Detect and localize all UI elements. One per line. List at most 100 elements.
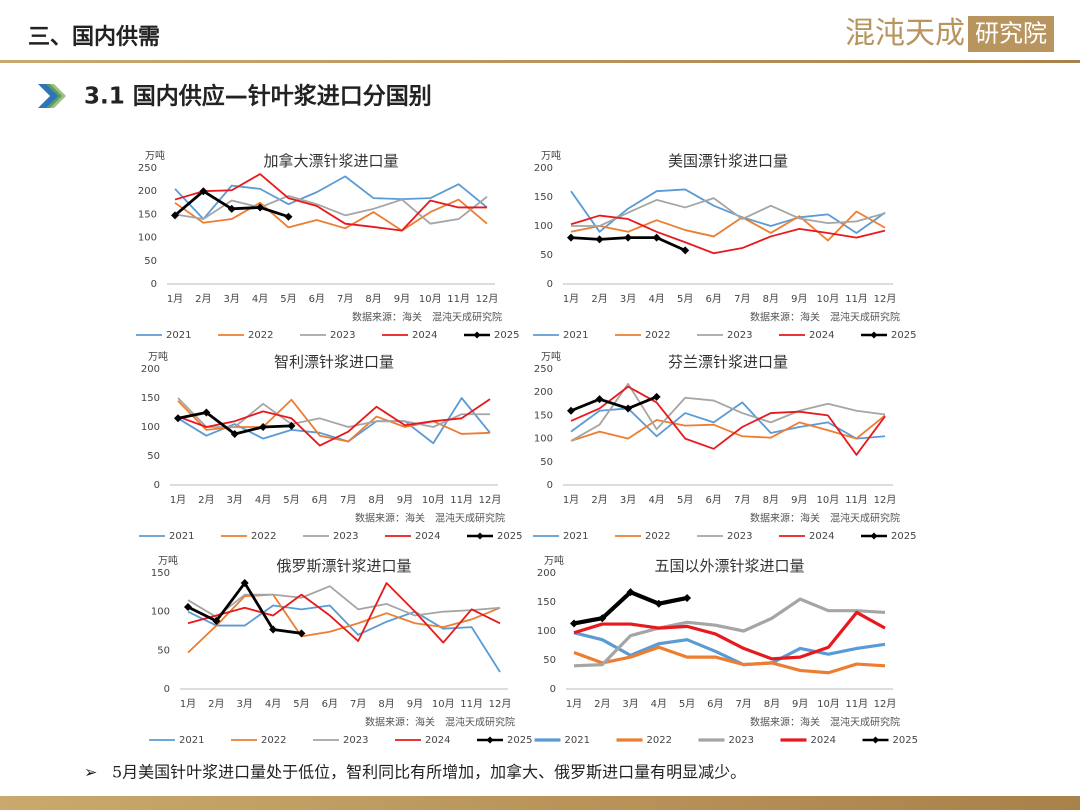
x-tick-label: 7月	[734, 293, 750, 305]
x-tick-label: 7月	[340, 494, 356, 506]
slide-subtitle: 3.1 国内供应—针叶浆进口分国别	[84, 83, 432, 110]
y-tick-label: 200	[537, 568, 556, 579]
x-tick-label: 6月	[322, 698, 338, 710]
series-line	[187, 585, 501, 618]
point-marker	[297, 629, 306, 638]
source-note: 数据来源：海关 混沌天成研究院	[365, 716, 515, 729]
y-unit: 万吨	[158, 554, 178, 567]
legend-marker	[476, 532, 484, 540]
series-line	[570, 188, 886, 234]
legend-label: 2021	[179, 735, 204, 746]
source-note: 数据来源：海关 混沌天成研究院	[352, 311, 502, 324]
y-tick-label: 50	[540, 250, 553, 261]
point-marker	[567, 233, 575, 242]
y-tick-label: 100	[534, 221, 553, 232]
x-tick-label: 8月	[763, 293, 779, 305]
series-line	[570, 401, 886, 440]
y-tick-label: 150	[537, 597, 556, 608]
section-title: 三、国内供需	[28, 24, 160, 50]
legend-marker	[486, 736, 494, 744]
x-tick-label: 4月	[265, 698, 281, 710]
series-line	[187, 582, 501, 644]
point-marker	[570, 619, 578, 628]
y-unit: 万吨	[544, 554, 564, 567]
point-marker	[654, 599, 663, 608]
legend-label: 2025	[891, 531, 916, 542]
chart-title: 智利漂针浆进口量	[274, 353, 394, 371]
point-marker	[256, 203, 265, 212]
legend-label: 2021	[563, 531, 588, 542]
legend-label: 2024	[811, 735, 836, 746]
x-tick-label: 6月	[706, 293, 722, 305]
x-tick-label: 6月	[312, 494, 328, 506]
y-tick-label: 250	[138, 163, 157, 174]
x-tick-label: 7月	[735, 698, 751, 710]
point-marker	[269, 625, 278, 634]
x-tick-label: 8月	[368, 494, 384, 506]
series-line	[573, 597, 886, 668]
legend-label: 2023	[333, 531, 358, 542]
y-tick-label: 200	[138, 186, 157, 197]
x-tick-label: 10月	[817, 494, 840, 506]
x-tick-label: 3月	[620, 293, 636, 305]
x-tick-label: 8月	[365, 293, 381, 305]
x-tick-label: 9月	[397, 494, 413, 506]
legend-marker	[870, 331, 878, 339]
point-marker	[174, 414, 182, 423]
x-tick-label: 7月	[350, 698, 366, 710]
x-tick-label: 5月	[677, 293, 693, 305]
legend-label: 2025	[494, 330, 519, 341]
series-line	[174, 198, 488, 232]
y-tick-label: 0	[154, 480, 160, 491]
y-tick-label: 100	[138, 233, 157, 244]
series-line	[177, 397, 490, 428]
point-marker	[598, 614, 607, 623]
x-tick-label: 2月	[198, 494, 214, 506]
y-tick-label: 150	[151, 568, 170, 579]
series-line	[570, 414, 886, 442]
chart-title: 俄罗斯漂针浆进口量	[276, 557, 411, 575]
x-tick-label: 4月	[648, 494, 664, 506]
legend-label: 2024	[809, 330, 834, 341]
x-tick-label: 5月	[679, 698, 695, 710]
point-marker	[287, 421, 296, 430]
y-tick-label: 0	[547, 279, 553, 290]
y-unit: 万吨	[541, 350, 561, 363]
x-tick-label: 9月	[791, 293, 807, 305]
legend-marker	[473, 331, 481, 339]
x-tick-label: 11月	[460, 698, 483, 710]
x-tick-label: 1月	[566, 698, 582, 710]
legend-label: 2025	[891, 330, 916, 341]
series-line	[570, 214, 886, 255]
series-line	[177, 398, 491, 447]
y-tick-label: 150	[138, 209, 157, 220]
x-tick-label: 3月	[620, 494, 636, 506]
series-line	[573, 631, 886, 667]
y-tick-label: 50	[543, 655, 556, 666]
legend-label: 2023	[727, 330, 752, 341]
legend-label: 2023	[330, 330, 355, 341]
x-tick-label: 2月	[591, 494, 607, 506]
legend-label: 2021	[565, 735, 590, 746]
x-tick-label: 11月	[845, 698, 868, 710]
point-marker	[184, 603, 192, 612]
x-tick-label: 10月	[817, 293, 840, 305]
x-tick-label: 9月	[407, 698, 423, 710]
y-tick-label: 50	[144, 256, 157, 267]
y-tick-label: 100	[534, 434, 553, 445]
y-tick-label: 50	[157, 645, 170, 656]
series-line	[570, 385, 886, 456]
point-marker	[626, 588, 635, 597]
x-tick-label: 1月	[170, 494, 186, 506]
y-tick-label: 100	[141, 422, 160, 433]
point-marker	[652, 392, 661, 401]
x-tick-label: 10月	[419, 293, 442, 305]
x-tick-label: 12月	[874, 494, 897, 506]
x-tick-label: 9月	[791, 494, 807, 506]
legend-label: 2024	[415, 531, 440, 542]
x-tick-label: 1月	[563, 494, 579, 506]
y-tick-label: 150	[534, 192, 553, 203]
point-marker	[259, 423, 268, 431]
header-rule	[0, 60, 1080, 63]
